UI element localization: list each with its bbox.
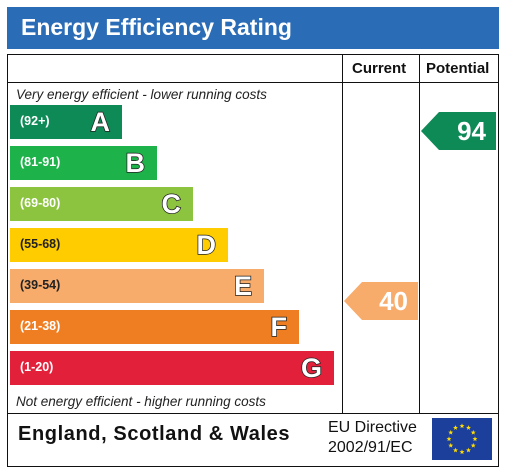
- band-range: (1-20): [20, 360, 54, 374]
- current-column-header: Current: [352, 60, 407, 77]
- directive-line-1: EU Directive: [328, 419, 417, 436]
- band-range: (92+): [20, 114, 50, 128]
- eu-star-icon: [453, 425, 458, 430]
- potential-column-header: Potential: [426, 60, 490, 77]
- efficient-note: Very energy efficient - lower running co…: [16, 87, 267, 102]
- eu-star-icon: [448, 429, 454, 435]
- band-letter: B: [125, 147, 146, 179]
- eu-star-icon: [472, 436, 478, 442]
- band-f: (21-38) F: [10, 310, 299, 344]
- page-title: Energy Efficiency Rating: [21, 14, 292, 40]
- eu-star-icon: [448, 442, 454, 448]
- band-a: (92+) A: [10, 105, 122, 139]
- rating-table: [7, 54, 499, 414]
- eu-star-icon: [446, 436, 452, 442]
- band-d: (55-68) D: [10, 228, 228, 262]
- band-range: (21-38): [20, 319, 61, 333]
- band-b: (81-91) B: [10, 146, 157, 180]
- band-letter: C: [161, 188, 182, 220]
- header-bar: Energy Efficiency Rating: [7, 7, 499, 49]
- footer-region: England, Scotland & Wales: [18, 423, 291, 445]
- band-range: (69-80): [20, 196, 61, 210]
- band-c: (69-80) C: [10, 187, 193, 221]
- band-range: (39-54): [20, 278, 61, 292]
- eu-star-icon: [453, 447, 458, 453]
- eu-flag-icon: [432, 418, 492, 460]
- band-letter: D: [196, 229, 217, 261]
- header-divider: [7, 82, 499, 83]
- potential-column-divider: [419, 54, 420, 414]
- eu-star-icon: [470, 429, 476, 435]
- eu-star-icon: [459, 449, 465, 455]
- potential-rating-arrow: 94: [421, 112, 496, 150]
- band-range: (55-68): [20, 237, 61, 251]
- current-column-divider: [342, 54, 343, 414]
- potential-rating-value: 94: [457, 116, 486, 146]
- eu-star-icon: [470, 442, 476, 448]
- eu-star-icon: [466, 447, 471, 453]
- eu-star-icon: [459, 423, 465, 429]
- eu-star-icon: [466, 425, 471, 430]
- band-letter: A: [90, 106, 111, 138]
- band-letter: G: [300, 352, 323, 384]
- band-e: (39-54) E: [10, 269, 264, 303]
- current-rating-arrow: 40: [344, 282, 418, 320]
- band-letter: F: [270, 311, 288, 343]
- band-letter: E: [233, 270, 253, 302]
- directive-line-2: 2002/91/EC: [328, 439, 413, 456]
- band-range: (81-91): [20, 155, 61, 169]
- band-g: (1-20) G: [10, 351, 334, 385]
- current-rating-value: 40: [379, 286, 408, 316]
- inefficient-note: Not energy efficient - higher running co…: [16, 394, 266, 409]
